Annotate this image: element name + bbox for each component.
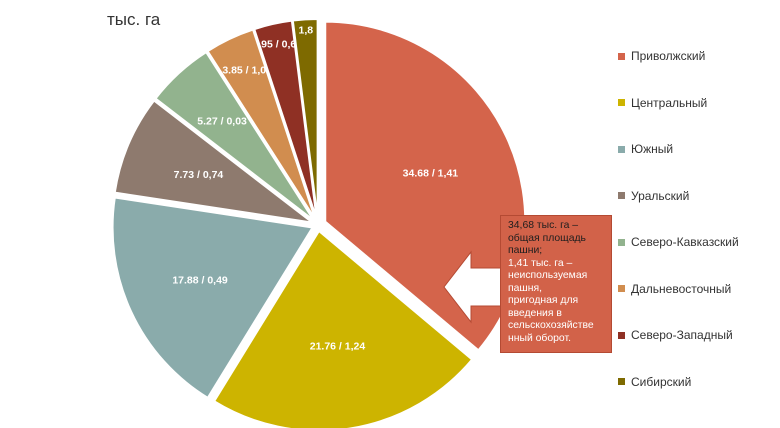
legend-swatch <box>618 239 625 246</box>
legend-label: Сибирский <box>631 375 691 389</box>
slice-data-label: 3.85 / 1,0 <box>222 65 266 77</box>
legend-item: Северо-Кавказский <box>618 232 739 252</box>
callout-line: сельскохозяйстве <box>508 320 604 333</box>
legend-swatch <box>618 332 625 339</box>
legend-swatch <box>618 285 625 292</box>
legend-label: Приволжский <box>631 49 705 63</box>
slice-data-label: 7.73 / 0,74 <box>174 169 224 181</box>
legend-swatch <box>618 146 625 153</box>
legend-label: Северо-Западный <box>631 328 733 342</box>
callout-line: 34,68 тыс. га – <box>508 220 604 233</box>
legend-label: Северо-Кавказский <box>631 235 739 249</box>
legend-item: Сибирский <box>618 372 691 392</box>
legend-label: Уральский <box>631 189 689 203</box>
slice-data-label: .95 / 0,6 <box>258 39 296 51</box>
callout-line: неиспользуемая <box>508 270 604 283</box>
callout-line: пашни; <box>508 245 604 258</box>
legend-label: Южный <box>631 142 673 156</box>
callout-line: введения в <box>508 308 604 321</box>
legend-label: Дальневосточный <box>631 282 731 296</box>
legend-item: Уральский <box>618 186 689 206</box>
slice-data-label: 1,8 <box>299 24 314 36</box>
callout-line: пригодная для <box>508 295 604 308</box>
legend-item: Приволжский <box>618 46 705 66</box>
legend-item: Дальневосточный <box>618 279 731 299</box>
legend-swatch <box>618 192 625 199</box>
slice-data-label: 34.68 / 1,41 <box>403 168 459 180</box>
slice-data-label: 5.27 / 0,03 <box>197 115 247 127</box>
callout-line: пашня, <box>508 283 604 296</box>
callout-line: общая площадь <box>508 233 604 246</box>
legend-item: Центральный <box>618 93 707 113</box>
legend-swatch <box>618 99 625 106</box>
legend-swatch <box>618 378 625 385</box>
slice-data-label: 17.88 / 0,49 <box>172 275 228 287</box>
legend-label: Центральный <box>631 96 707 110</box>
legend-swatch <box>618 53 625 60</box>
callout-box: 34,68 тыс. га – общая площадь пашни; 1,4… <box>500 215 612 353</box>
callout-line: нный оборот. <box>508 333 604 346</box>
legend-item: Северо-Западный <box>618 325 733 345</box>
legend-item: Южный <box>618 139 673 159</box>
callout-line: 1,41 тыс. га – <box>508 258 604 271</box>
slice-data-label: 21.76 / 1,24 <box>310 340 366 352</box>
